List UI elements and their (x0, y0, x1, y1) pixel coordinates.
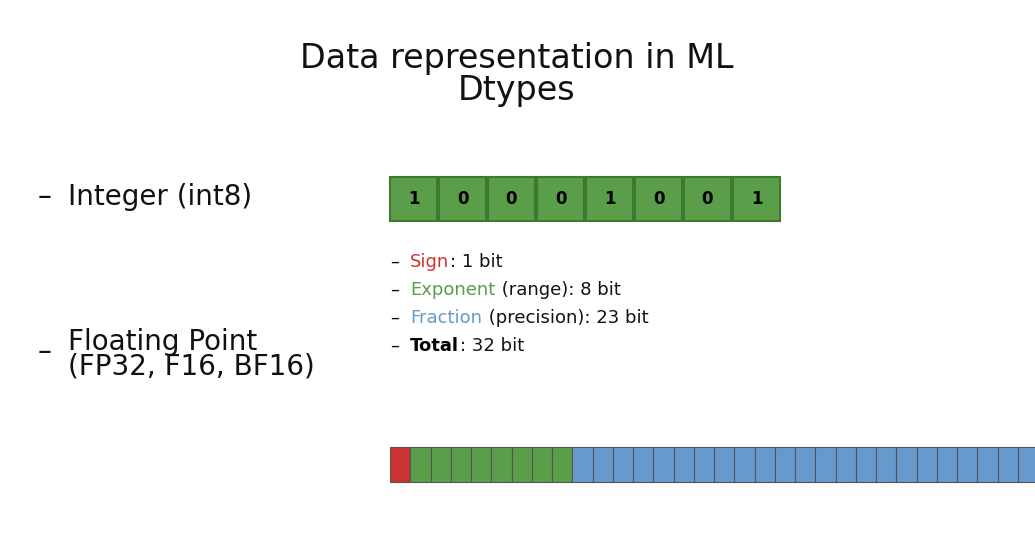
Bar (714, 447, 734, 482)
Bar (613, 447, 633, 482)
Text: 0: 0 (456, 190, 468, 208)
Bar (633, 447, 653, 482)
Bar (896, 447, 917, 482)
Bar (390, 177, 437, 221)
Text: –: – (390, 281, 400, 299)
Bar (795, 447, 816, 482)
Text: Integer (int8): Integer (int8) (68, 183, 253, 211)
Text: 1: 1 (750, 190, 762, 208)
Bar (431, 447, 451, 482)
Text: –: – (390, 337, 400, 355)
Bar (1017, 447, 1035, 482)
Bar (439, 177, 486, 221)
Text: Floating Point: Floating Point (68, 328, 258, 356)
Text: 0: 0 (555, 190, 566, 208)
Bar (390, 447, 410, 482)
Bar (693, 447, 714, 482)
Bar (977, 447, 998, 482)
Text: (range): 8 bit: (range): 8 bit (496, 281, 621, 299)
Bar (410, 447, 431, 482)
Text: Data representation in ML: Data representation in ML (300, 42, 734, 75)
Bar (876, 447, 896, 482)
Text: (precision): 23 bit: (precision): 23 bit (483, 309, 649, 327)
Bar (487, 177, 535, 221)
Bar (653, 447, 674, 482)
Text: (FP32, F16, BF16): (FP32, F16, BF16) (68, 353, 315, 381)
Text: Exponent: Exponent (410, 281, 496, 299)
Text: Fraction: Fraction (410, 309, 482, 327)
Bar (957, 447, 977, 482)
Text: –: – (38, 183, 52, 211)
Bar (755, 447, 775, 482)
Text: 1: 1 (603, 190, 615, 208)
Bar (511, 447, 532, 482)
Bar (835, 447, 856, 482)
Bar (532, 447, 552, 482)
Text: : 1 bit: : 1 bit (450, 253, 503, 271)
Bar (917, 447, 937, 482)
Bar (733, 177, 780, 221)
Bar (775, 447, 795, 482)
Text: –: – (390, 309, 400, 327)
Bar (684, 177, 731, 221)
Text: –: – (390, 253, 400, 271)
Text: 0: 0 (653, 190, 664, 208)
Bar (492, 447, 511, 482)
Bar (856, 447, 876, 482)
Text: Dtypes: Dtypes (459, 74, 575, 107)
Bar (635, 177, 682, 221)
Bar (572, 447, 592, 482)
Text: : 32 bit: : 32 bit (460, 337, 525, 355)
Bar (537, 177, 584, 221)
Bar (451, 447, 471, 482)
Text: Total: Total (410, 337, 459, 355)
Bar (552, 447, 572, 482)
Bar (734, 447, 755, 482)
Bar (937, 447, 957, 482)
Text: 1: 1 (408, 190, 419, 208)
Text: 0: 0 (506, 190, 518, 208)
Text: Sign: Sign (410, 253, 449, 271)
Bar (674, 447, 693, 482)
Bar (586, 177, 633, 221)
Bar (471, 447, 492, 482)
Text: –: – (38, 338, 52, 366)
Bar (998, 447, 1017, 482)
Text: 0: 0 (702, 190, 713, 208)
Bar (592, 447, 613, 482)
Bar (816, 447, 835, 482)
